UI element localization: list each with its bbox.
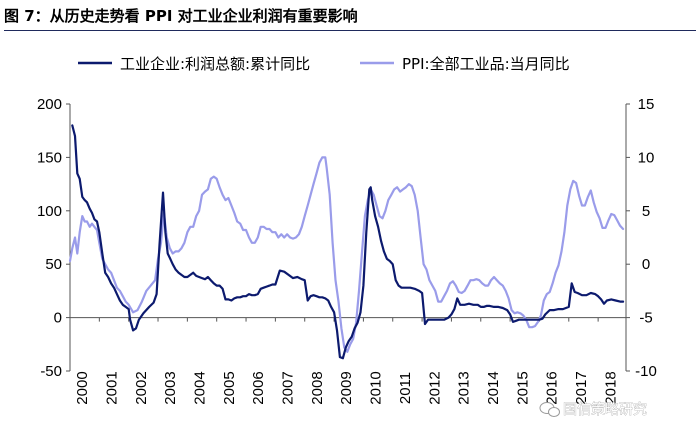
y-left-tick-label: 0 xyxy=(54,310,62,327)
y-right-tick-label: -10 xyxy=(635,363,657,380)
y-right-tick-label: 15 xyxy=(638,96,655,113)
title-divider xyxy=(4,30,696,31)
x-tick-label: 2002 xyxy=(133,371,150,404)
x-tick-label: 2000 xyxy=(74,371,91,404)
x-tick-label: 2008 xyxy=(309,371,326,404)
x-tick-label: 2015 xyxy=(514,371,531,404)
legend-label-profit: 工业企业:利润总额:累计同比 xyxy=(120,55,310,73)
watermark: 国信策略研究 xyxy=(539,401,647,418)
x-tick-label: 2010 xyxy=(368,371,385,404)
chart-title: 图 7：从历史走势看 PPI 对工业企业利润有重要影响 xyxy=(4,7,358,25)
y-left-tick-label: -50 xyxy=(40,363,62,380)
x-tick-label: 2017 xyxy=(573,371,590,404)
y-right-tick-label: 5 xyxy=(642,203,650,220)
x-tick-label: 2013 xyxy=(456,371,473,404)
plot-area xyxy=(68,124,625,360)
x-tick-label: 2005 xyxy=(221,371,238,404)
x-tick-label: 2009 xyxy=(338,371,355,404)
y-left-tick-label: 100 xyxy=(37,203,62,220)
x-tick-label: 2003 xyxy=(162,371,179,404)
x-tick-label: 2018 xyxy=(602,371,619,404)
y-left-tick-label: 50 xyxy=(45,256,62,273)
x-tick-label: 2012 xyxy=(426,371,443,404)
y-right-tick-label: -5 xyxy=(639,310,652,327)
x-tick-label: 2007 xyxy=(280,371,297,404)
legend-label-ppi: PPI:全部工业品:当月同比 xyxy=(402,55,570,73)
x-tick-label: 2006 xyxy=(250,371,267,404)
wechat-logo-icon xyxy=(539,402,560,417)
x-tick-label: 2011 xyxy=(397,372,414,404)
x-tick-label: 2014 xyxy=(485,371,502,404)
y-right-tick-label: 10 xyxy=(638,149,655,166)
y-right-tick-label: 0 xyxy=(642,256,650,273)
x-tick-label: 2016 xyxy=(544,371,561,404)
x-tick-label: 2004 xyxy=(192,371,209,404)
series-line-profit xyxy=(71,124,625,360)
y-left-tick-label: 200 xyxy=(37,96,62,113)
x-tick-label: 2001 xyxy=(104,371,121,404)
series-line-ppi xyxy=(68,156,625,353)
watermark-text: 国信策略研究 xyxy=(563,401,647,418)
y-left-tick-label: 150 xyxy=(37,149,62,166)
legend: 工业企业:利润总额:累计同比 PPI:全部工业品:当月同比 xyxy=(78,55,570,73)
